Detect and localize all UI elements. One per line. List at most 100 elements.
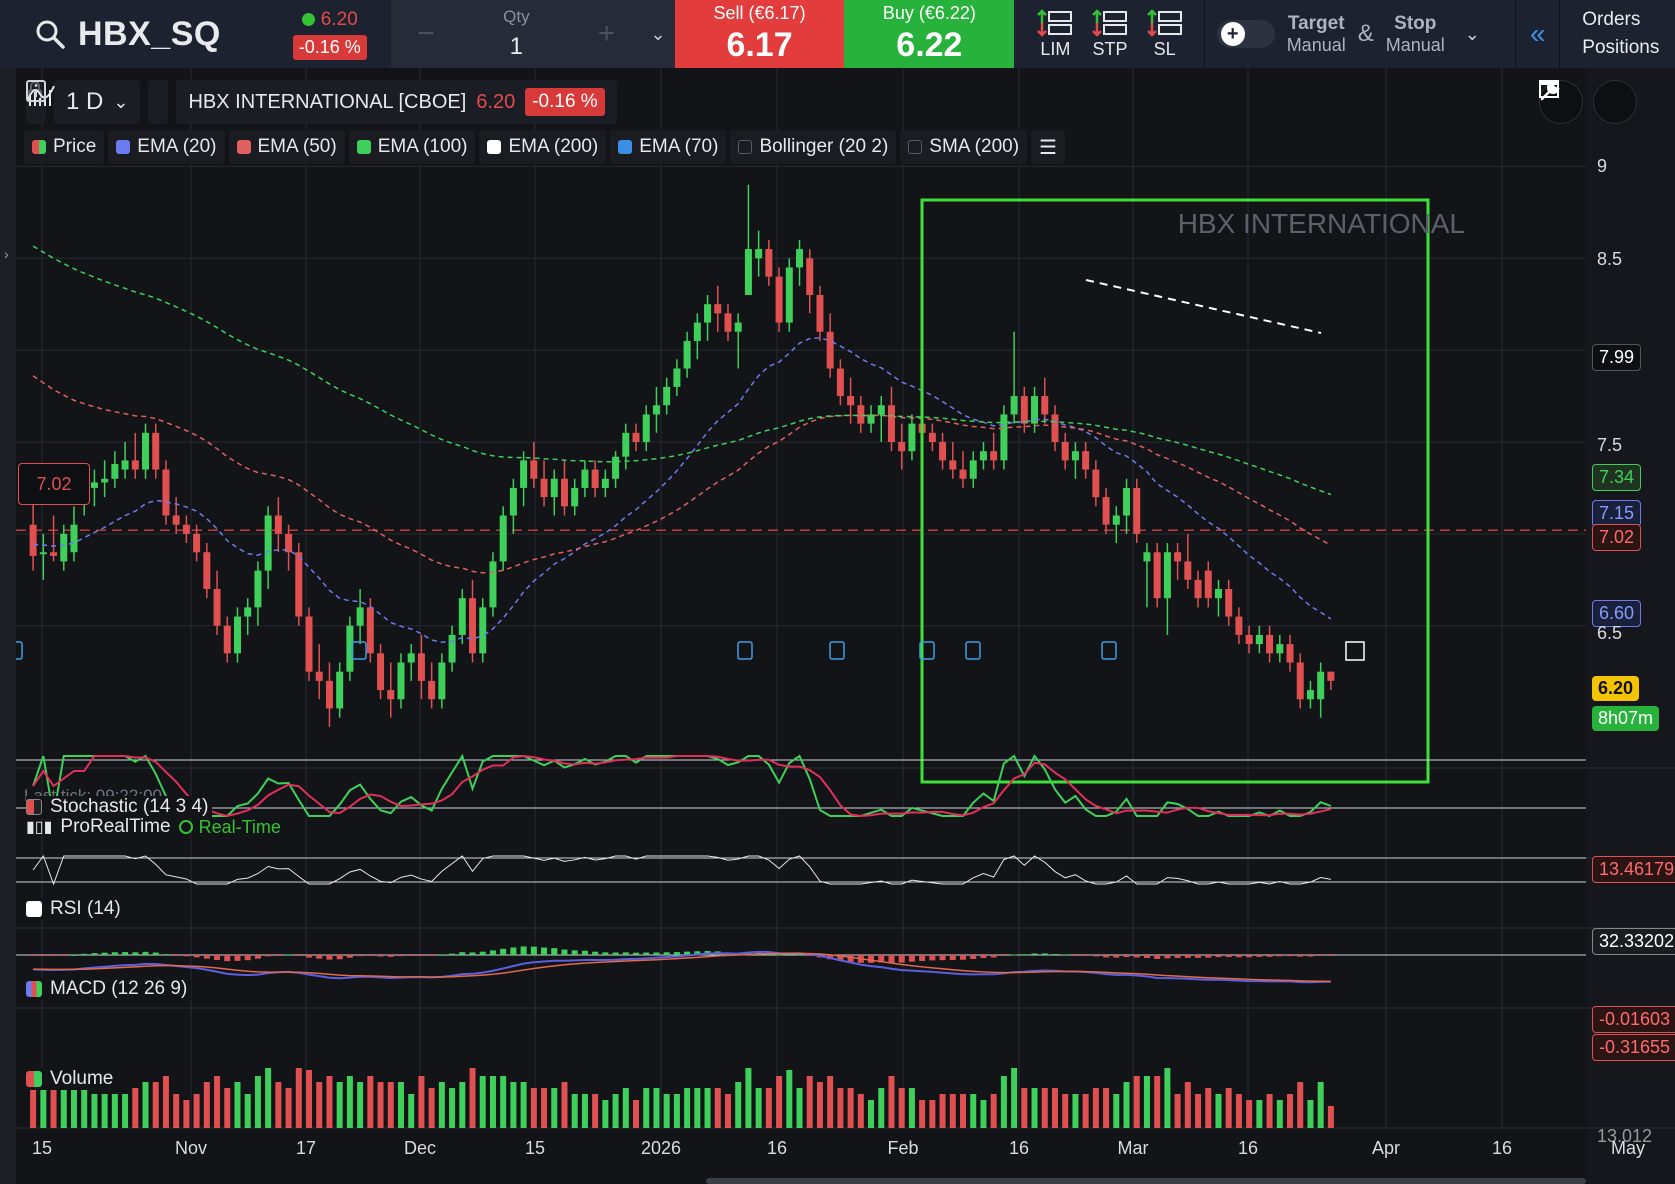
candle-body [1266, 634, 1274, 654]
rsi-title[interactable]: RSI (14) [26, 898, 125, 920]
attach-toggle[interactable]: + [1216, 20, 1275, 48]
candle-body [775, 276, 783, 323]
volume-bar [50, 1088, 57, 1128]
horizontal-scrollbar[interactable] [706, 1178, 1586, 1184]
volume-bar [81, 1088, 88, 1128]
macd-histogram-bar [908, 955, 915, 962]
time-axis[interactable]: 15 Nov 17 Dec 15 2026 16 Feb 16 Mar 16 A… [16, 1138, 1645, 1168]
macd-histogram-bar [1317, 955, 1324, 956]
chevron-down-icon[interactable]: ⌄ [1464, 23, 1480, 44]
macd-histogram-bar [745, 952, 752, 955]
target-mode: Manual [1286, 34, 1346, 55]
macd-histogram-bar [469, 952, 476, 955]
volume-bar [1062, 1094, 1069, 1128]
candle-body [223, 625, 231, 654]
legend-bollinger[interactable]: Bollinger (20 2) [730, 130, 897, 164]
level-tag: 7.02 [1592, 524, 1642, 551]
limit-order-button[interactable]: LIM [1028, 0, 1083, 68]
candle-body [1204, 570, 1212, 599]
axis-tick: 8.5 [1597, 249, 1623, 269]
volume-bar [816, 1082, 823, 1128]
target-selector[interactable]: Target Manual [1287, 13, 1346, 56]
collapse-panel-icon[interactable]: « [1530, 18, 1546, 49]
ema-100-tag: 7.34 [1592, 464, 1642, 491]
candle-body [887, 405, 895, 442]
volume-bar [459, 1082, 466, 1128]
expand-arrow-icon[interactable]: › [4, 246, 9, 262]
legend-ema-100[interactable]: EMA (100) [348, 130, 476, 164]
volume-bar [704, 1088, 711, 1128]
chart-type-button[interactable] [27, 80, 169, 124]
legend-sma-200[interactable]: SMA (200) [900, 130, 1028, 164]
volume-bar [438, 1082, 445, 1128]
candle-body [336, 671, 344, 709]
qty-minus-button[interactable]: − [417, 17, 435, 50]
stop-order-button[interactable]: STP [1083, 0, 1138, 68]
macd-title[interactable]: MACD (12 26 9) [26, 978, 192, 1000]
stop-loss-label: SL [1153, 38, 1176, 59]
volume-bar [449, 1088, 456, 1128]
stop-loss-button[interactable]: SL [1137, 0, 1192, 68]
legend-price[interactable]: Price [24, 130, 105, 164]
volume-bar [122, 1094, 129, 1128]
candle-body [162, 469, 170, 516]
volume-bar [367, 1076, 374, 1128]
chart-area[interactable]: 1 D ⌄ HBX INTERNATIONAL [CBOE] 6.20 -0.1… [16, 68, 1675, 1184]
candle-body [121, 460, 129, 470]
macd-histogram-bar [847, 955, 854, 962]
orders-link[interactable]: Orders [1582, 9, 1641, 30]
stop-selector[interactable]: Stop Manual [1386, 13, 1445, 56]
axis-tick: 6.5 [1597, 623, 1623, 643]
horizontal-line-label[interactable]: 7.02 [18, 463, 90, 505]
legend-ema-200[interactable]: EMA (200) [479, 130, 607, 164]
macd-histogram-bar [551, 948, 558, 955]
buy-price: 6.22 [896, 26, 963, 64]
candle-body [857, 405, 865, 424]
timeframe-selector[interactable]: 1 D ⌄ [54, 80, 141, 124]
macd-histogram-bar [132, 952, 139, 955]
legend-ema-50[interactable]: EMA (50) [228, 130, 345, 164]
legend-ema-20[interactable]: EMA (20) [108, 130, 225, 164]
volume-bar [571, 1094, 578, 1128]
volume-bar [244, 1094, 251, 1128]
volume-bar [387, 1082, 394, 1128]
swatch-icon [487, 140, 502, 154]
qty-input[interactable]: 1 [509, 33, 524, 60]
sell-label: Sell (€6.17) [713, 3, 806, 23]
candle-body [1071, 451, 1079, 461]
sell-button[interactable]: Sell (€6.17) 6.17 [674, 0, 845, 68]
macd-histogram-bar [653, 952, 660, 955]
macd-histogram-bar [1297, 955, 1304, 957]
candle-body [50, 552, 58, 556]
volume-title[interactable]: Volume [26, 1068, 118, 1090]
qty-dropdown-chevron-icon[interactable]: ⌄ [641, 0, 675, 68]
macd-histogram-bar [1041, 953, 1048, 955]
macd-histogram-bar [898, 955, 905, 963]
legend-list-button[interactable]: ☰ [1031, 130, 1065, 164]
symbol-search[interactable]: HBX_SQ [0, 0, 268, 68]
qty-plus-button[interactable]: + [597, 17, 616, 50]
candle-body [254, 570, 262, 608]
macd-histogram-bar [122, 952, 129, 955]
candle-body [530, 460, 538, 479]
macd-histogram-bar [377, 955, 384, 957]
instrument-info[interactable]: HBX INTERNATIONAL [CBOE] 6.20 -0.16 % [26, 80, 617, 124]
macd-histogram-bar [1113, 955, 1120, 958]
candle-body [632, 432, 640, 442]
candle-body [285, 533, 293, 553]
macd-histogram-bar [40, 955, 47, 956]
buy-button[interactable]: Buy (€6.22) 6.22 [844, 0, 1015, 68]
candle-body [479, 607, 487, 654]
volume-bar [1184, 1082, 1191, 1128]
left-rail[interactable]: › [0, 68, 16, 1184]
positions-link[interactable]: Positions [1582, 37, 1660, 58]
volume-bar [203, 1082, 210, 1128]
macd-histogram-bar [326, 955, 333, 960]
candle-body [1123, 487, 1131, 516]
legend-ema-70[interactable]: EMA (70) [610, 130, 727, 164]
volume-bar [888, 1076, 895, 1128]
x-tick: Dec [403, 1138, 437, 1158]
stochastic-title[interactable]: Stochastic (14 3 4) [26, 796, 213, 818]
window-button[interactable] [1539, 80, 1637, 124]
